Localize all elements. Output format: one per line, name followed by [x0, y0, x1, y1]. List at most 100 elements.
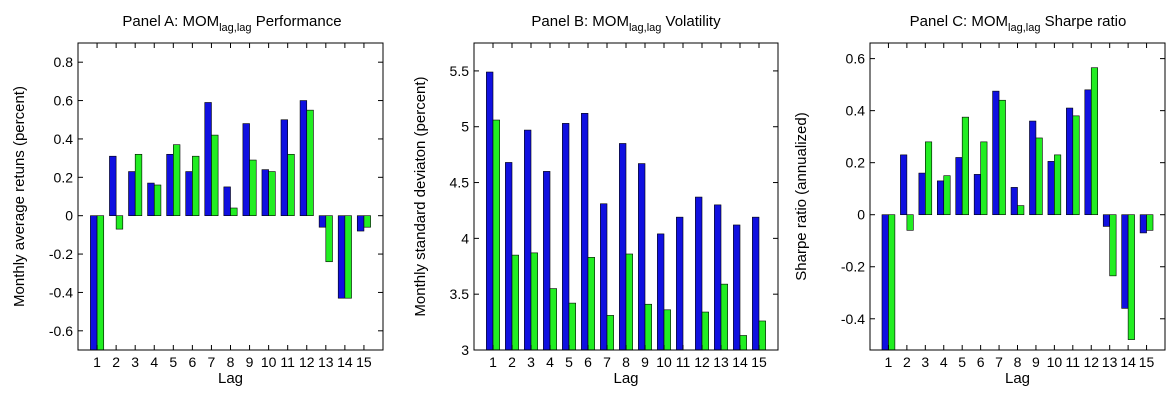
- y-tick-label: 0.6: [54, 93, 74, 109]
- y-tick-label: -0.6: [49, 323, 73, 339]
- bar-series1-lag-9: [1029, 120, 1037, 216]
- x-tick-label: 9: [641, 354, 649, 370]
- x-tick-label: 1: [885, 354, 893, 370]
- x-tick-label: 1: [93, 354, 101, 370]
- bar-series1-lag-5: [166, 153, 174, 216]
- bar-series2-lag-4: [153, 184, 162, 216]
- y-tick-label: -0.4: [841, 311, 865, 327]
- bar-series1-lag-5: [562, 123, 570, 350]
- x-tick-label: 11: [280, 354, 295, 370]
- panel-title-main: Panel B: MOM: [531, 13, 629, 30]
- bar-series2-lag-1: [888, 214, 896, 350]
- bar-series1-lag-15: [1139, 214, 1147, 234]
- bar-series1-lag-14: [733, 224, 741, 350]
- bar-series2-lag-14: [739, 335, 747, 350]
- bar-series2-lag-13: [1109, 214, 1117, 277]
- bar-series1-lag-7: [992, 90, 1000, 216]
- bar-series1-lag-4: [936, 180, 945, 216]
- bars: [486, 71, 766, 350]
- y-axis-label: Monthly average retuns (percent): [11, 86, 28, 307]
- x-tick-label: 7: [603, 354, 611, 370]
- bar-series1-lag-15: [752, 216, 760, 350]
- bar-series1-lag-12: [1084, 89, 1092, 216]
- panel-2: 33.544.555.51 2 3 4 5 6 7 8 9 10 11 12 13 14 15LagMont…: [412, 13, 779, 387]
- x-tick-label: 10: [656, 354, 672, 370]
- y-tick-label: 4: [461, 230, 469, 246]
- bar-series2-lag-6: [587, 257, 595, 350]
- x-tick-label: 8: [227, 354, 235, 370]
- bar-series2-lag-11: [287, 153, 295, 216]
- bar-series2-lag-15: [758, 320, 766, 350]
- bar-series1-lag-12: [695, 196, 703, 350]
- bar-series2-lag-10: [268, 171, 276, 216]
- x-tick-label: 13: [1102, 354, 1118, 370]
- x-tick-label: 6: [188, 354, 196, 370]
- bar-series1-lag-7: [204, 102, 212, 216]
- x-tick-label: 4: [150, 354, 158, 370]
- bar-series1-lag-13: [318, 215, 327, 228]
- bar-series2-lag-7: [998, 99, 1006, 216]
- bar-series1-lag-14: [337, 215, 346, 299]
- bar-series2-lag-8: [1017, 205, 1025, 216]
- panel-3: -0.4-0.200.20.40.61 2 3 4 5 6 7 8 9 10 11 12 13 14 15L…: [793, 13, 1166, 387]
- bar-series2-lag-7: [211, 134, 219, 216]
- bar-series1-lag-2: [900, 154, 908, 216]
- bar-series2-lag-12: [306, 109, 314, 216]
- x-tick-label: 2: [112, 354, 120, 370]
- bar-series2-lag-6: [980, 141, 988, 216]
- x-tick-label: 12: [299, 354, 315, 370]
- x-tick-label: 6: [584, 354, 592, 370]
- x-tick-label: 1: [489, 354, 497, 370]
- bar-series2-lag-4: [943, 175, 951, 216]
- bar-series1-lag-6: [973, 174, 981, 216]
- bar-series1-lag-13: [714, 204, 722, 350]
- y-tick-label: 0: [857, 207, 865, 223]
- y-tick-label: 0.8: [54, 54, 74, 70]
- y-tick-label: 5.5: [450, 63, 470, 79]
- panel-title: Panel C: MOMlag,lag Sharpe ratio: [910, 13, 1127, 34]
- bar-series2-lag-10: [1054, 154, 1062, 216]
- x-tick-label: 9: [246, 354, 254, 370]
- bar-series1-lag-9: [638, 163, 646, 350]
- bar-series2-lag-5: [961, 116, 969, 216]
- bar-series1-lag-1: [486, 71, 494, 350]
- x-tick-label: 10: [1047, 354, 1063, 370]
- y-tick-label: 0.2: [54, 169, 74, 185]
- x-tick-label: 6: [977, 354, 985, 370]
- bar-series2-lag-9: [1035, 137, 1043, 216]
- bar-series1-lag-6: [581, 113, 589, 350]
- x-tick-label: 8: [622, 354, 630, 370]
- bar-series1-lag-4: [147, 182, 155, 216]
- x-tick-label: 4: [940, 354, 948, 370]
- x-tick-label: 8: [1014, 354, 1022, 370]
- x-tick-label: 14: [1120, 354, 1136, 370]
- bar-series1-lag-8: [1010, 187, 1018, 216]
- bar-series2-lag-2: [511, 254, 519, 350]
- x-tick-label: 3: [131, 354, 139, 370]
- bar-series1-lag-11: [280, 119, 288, 216]
- bar-series1-lag-2: [109, 155, 117, 216]
- bar-series1-lag-10: [657, 233, 665, 350]
- bar-series2-lag-14: [344, 215, 352, 299]
- x-tick-label: 14: [732, 354, 748, 370]
- x-tick-label: 7: [995, 354, 1003, 370]
- y-tick-label: 4.5: [450, 175, 470, 191]
- bar-series1-lag-3: [128, 171, 136, 216]
- x-axis-label: Lag: [1005, 370, 1030, 387]
- bar-series1-lag-8: [223, 186, 231, 216]
- bar-series1-lag-11: [676, 216, 684, 350]
- x-tick-label: 11: [676, 354, 691, 370]
- bar-series2-lag-8: [230, 207, 238, 216]
- bar-series2-lag-12: [1090, 67, 1099, 216]
- bar-series1-lag-7: [600, 203, 608, 350]
- bars: [881, 67, 1154, 350]
- bar-series1-lag-13: [1102, 214, 1110, 227]
- bar-series2-lag-14: [1127, 214, 1135, 340]
- x-tick-label: 11: [1066, 354, 1081, 370]
- y-tick-label: 0.6: [846, 51, 866, 67]
- x-tick-label: 2: [903, 354, 911, 370]
- panel-title-main: Panel A: MOM: [122, 13, 219, 30]
- bar-series2-lag-10: [663, 309, 671, 350]
- x-tick-label: 10: [261, 354, 277, 370]
